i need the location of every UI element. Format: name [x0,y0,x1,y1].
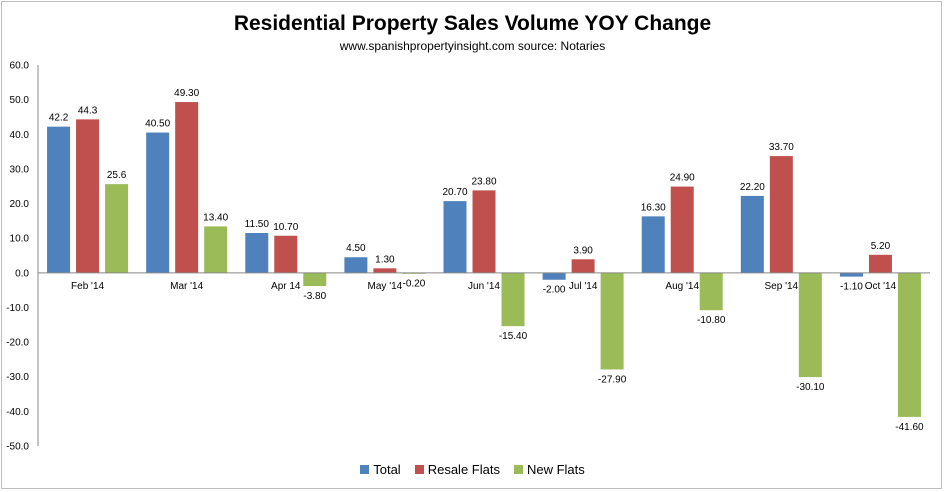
bar [798,272,822,378]
data-label: -30.10 [796,382,825,393]
bar [204,226,228,273]
data-label: 20.70 [442,187,467,198]
bar [472,190,496,273]
data-label: 23.80 [471,176,496,187]
chart-subtitle: www.spanishpropertyinsight.com source: N… [339,39,606,53]
data-label: 25.6 [107,170,127,181]
x-tick-label: Sep '14 [765,281,799,292]
bar [600,272,624,370]
bar [839,272,863,277]
bar [443,201,467,273]
y-tick-label: -30.0 [6,372,29,383]
x-tick-label: Feb '14 [71,281,104,292]
y-tick-label: 20.0 [10,199,30,210]
bar [303,272,327,286]
legend-swatch [513,465,523,474]
x-tick-label: Aug '14 [665,281,699,292]
bar [542,272,566,280]
data-label: 5.20 [871,241,891,252]
data-label: -15.40 [499,331,528,342]
y-tick-label: -20.0 [6,338,29,349]
legend-swatch [414,465,424,474]
legend: Total Resale Flats New Flats [0,462,945,477]
x-tick-label: Mar '14 [170,281,203,292]
y-tick-label: -10.0 [6,303,29,314]
y-tick-label: 30.0 [10,164,30,175]
x-tick-label: Jun '14 [468,281,500,292]
legend-label: New Flats [526,462,585,477]
y-tick-label: 0.0 [15,268,29,279]
data-label: 3.90 [573,245,593,256]
legend-label: Resale Flats [427,462,500,477]
data-label: 1.30 [375,254,395,265]
data-label: -2.00 [543,285,566,296]
legend-item: New Flats [513,462,585,477]
x-tick-label: Oct '14 [865,281,897,292]
x-tick-label: May '14 [368,281,403,292]
bar [76,119,100,273]
data-label: -41.60 [895,422,924,433]
data-label: 40.50 [145,119,170,130]
bar [245,232,269,273]
data-label: 33.70 [769,142,794,153]
data-label: 22.20 [740,182,765,193]
bar [670,186,694,273]
bar [571,259,595,273]
bar [699,272,723,311]
x-tick-label: Apr 14 [271,281,301,292]
chart-title: Residential Property Sales Volume YOY Ch… [233,12,712,35]
data-label: 44.3 [78,105,98,116]
data-label: 49.30 [174,88,199,99]
legend-item: Resale Flats [414,462,500,477]
legend-item: Total [360,462,401,477]
data-label: 13.40 [203,212,228,223]
data-label: 16.30 [641,202,666,213]
bar [175,102,199,273]
y-tick-label: -40.0 [6,407,29,418]
legend-swatch [360,465,370,474]
data-label: 4.50 [346,243,366,254]
bar [146,132,170,273]
bar [105,184,129,273]
y-tick-label: 10.0 [10,234,30,245]
y-tick-label: 50.0 [10,95,30,106]
data-label: 24.90 [670,173,695,184]
bar [501,272,525,327]
bar [769,156,793,273]
data-label: 11.50 [245,219,270,230]
bar [344,257,368,273]
data-label: -27.90 [598,374,627,385]
y-tick-label: -50.0 [6,442,29,453]
y-tick-label: 40.0 [10,130,30,141]
y-tick-label: 60.0 [10,61,30,72]
bar [47,126,71,273]
x-tick-label: Jul '14 [569,281,598,292]
bar [740,195,764,273]
data-label: -10.80 [697,315,726,326]
bar [274,235,298,273]
bar [373,268,397,273]
legend-label: Total [373,462,401,477]
bar [641,216,665,273]
data-label: 10.70 [273,222,298,233]
bar [868,254,892,273]
data-label: -1.10 [840,282,863,293]
data-label: -3.80 [303,291,326,302]
bar [897,272,921,417]
data-label: 42.2 [49,113,69,124]
data-label: -0.20 [402,279,425,290]
